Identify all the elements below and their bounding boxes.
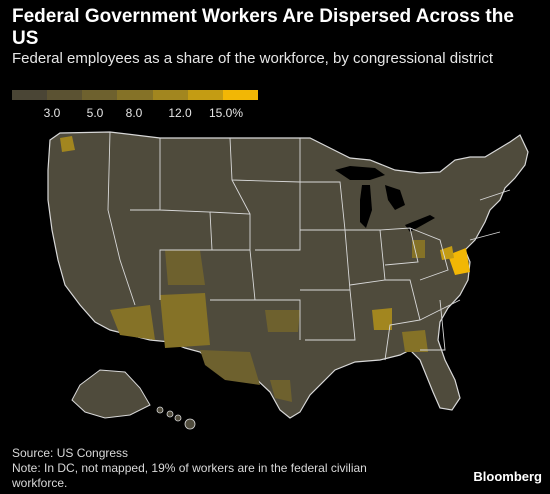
legend-swatch-7 (222, 90, 258, 100)
district-north-alabama (372, 308, 392, 330)
district-virginia-dc (448, 248, 470, 275)
district-maryland (440, 246, 454, 260)
district-ohio (412, 240, 425, 258)
source-note: Source: US Congress (12, 446, 129, 460)
chart-subtitle: Federal employees as a share of the work… (12, 50, 494, 67)
legend-tick-3: 3.0 (43, 106, 61, 120)
lake-michigan (360, 185, 372, 228)
bloomberg-logo: Bloomberg (473, 469, 542, 484)
hawaii (156, 406, 196, 430)
district-southern-arizona (110, 305, 155, 340)
legend-tick-12: 12.0 (168, 106, 192, 120)
lake-superior (335, 166, 385, 180)
legend-tick-15: 15.0% (208, 106, 244, 120)
alaska (71, 369, 151, 419)
district-washington-puget (60, 136, 75, 152)
lake-erie (405, 215, 435, 232)
legend-swatch-5 (152, 90, 188, 100)
district-west-texas (200, 350, 260, 385)
legend-tick-8: 8.0 (125, 106, 143, 120)
legend-swatch-1 (12, 90, 48, 100)
high-share-regions (60, 136, 470, 402)
legend-swatch-6 (187, 90, 223, 100)
legend-swatch-2 (47, 90, 83, 100)
district-colorado (165, 250, 205, 285)
legend-swatch-3 (82, 90, 118, 100)
lake-huron (385, 185, 405, 210)
chart-title: Federal Government Workers Are Dispersed… (12, 6, 514, 49)
district-georgia (402, 330, 428, 352)
legend-tick-5: 5.0 (86, 106, 104, 120)
legend-color-bar (12, 90, 258, 100)
us-district-map (47, 131, 529, 430)
district-south-texas (270, 380, 292, 402)
color-legend: 3.0 5.0 8.0 12.0 15.0% (12, 90, 262, 120)
district-oklahoma (265, 310, 300, 332)
legend-swatch-4 (117, 90, 153, 100)
district-new-mexico (160, 293, 210, 348)
state-borders (107, 131, 511, 361)
footnote: Note: In DC, not mapped, 19% of workers … (12, 461, 367, 490)
